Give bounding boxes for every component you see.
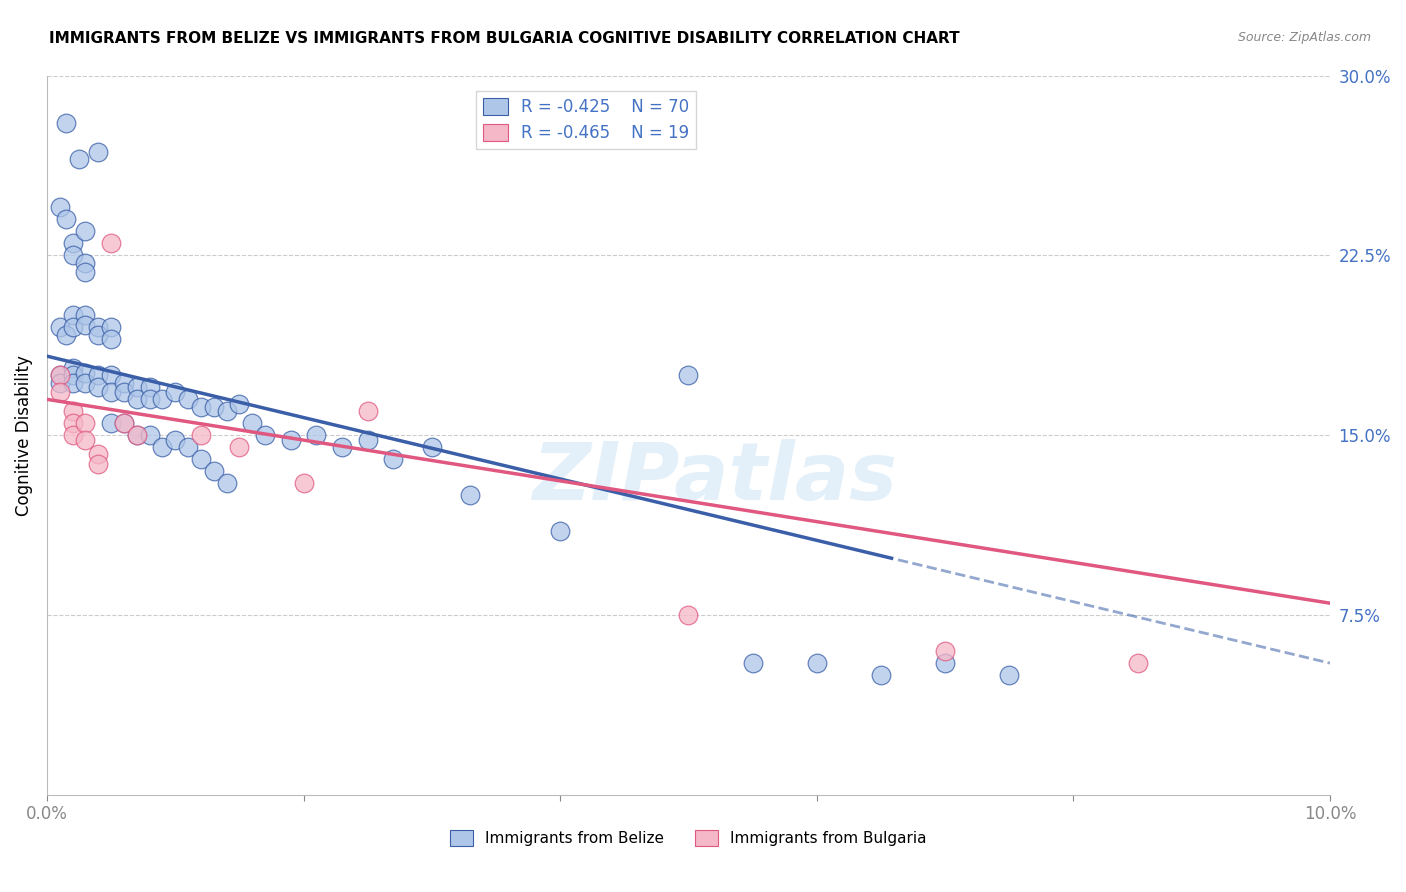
Point [62, 376, 84, 390]
Point [125, 428, 148, 442]
Point [460, 488, 482, 502]
Point [55, 327, 77, 342]
Point [190, 428, 212, 442]
Point [48, 376, 70, 390]
Point [165, 385, 187, 400]
Point [292, 476, 315, 491]
Point [62, 236, 84, 251]
Point [87, 448, 110, 462]
Point [75, 318, 97, 332]
Point [138, 428, 160, 442]
Point [87, 145, 110, 160]
Point [678, 608, 700, 623]
Point [75, 376, 97, 390]
Point [48, 368, 70, 383]
Point [150, 440, 173, 454]
Point [62, 404, 84, 418]
Point [678, 368, 700, 383]
Point [75, 309, 97, 323]
Point [100, 385, 122, 400]
Point [548, 524, 571, 539]
Point [177, 392, 200, 407]
Point [112, 385, 135, 400]
Point [62, 417, 84, 431]
Point [165, 433, 187, 447]
Point [305, 428, 328, 442]
Point [138, 380, 160, 394]
Point [934, 644, 956, 658]
Point [87, 320, 110, 334]
Point [138, 392, 160, 407]
Point [112, 417, 135, 431]
Point [190, 452, 212, 467]
Point [125, 380, 148, 394]
Point [87, 380, 110, 394]
Point [55, 116, 77, 130]
Point [202, 464, 225, 478]
Point [87, 327, 110, 342]
Point [806, 656, 828, 670]
Y-axis label: Cognitive Disability: Cognitive Disability [15, 355, 32, 516]
Point [741, 656, 763, 670]
Point [420, 440, 443, 454]
Point [48, 385, 70, 400]
Point [202, 400, 225, 414]
Point [62, 248, 84, 262]
Point [100, 320, 122, 334]
Point [228, 397, 250, 411]
Point [100, 368, 122, 383]
Point [62, 361, 84, 376]
Point [62, 320, 84, 334]
Point [67, 153, 90, 167]
Legend: R = -0.425    N = 70, R = -0.465    N = 19: R = -0.425 N = 70, R = -0.465 N = 19 [475, 91, 696, 149]
Point [87, 457, 110, 471]
Point [150, 392, 173, 407]
Point [190, 400, 212, 414]
Point [215, 404, 238, 418]
Point [1126, 656, 1149, 670]
Text: Source: ZipAtlas.com: Source: ZipAtlas.com [1237, 31, 1371, 45]
Point [177, 440, 200, 454]
Point [934, 656, 956, 670]
Point [48, 320, 70, 334]
Text: IMMIGRANTS FROM BELIZE VS IMMIGRANTS FROM BULGARIA COGNITIVE DISABILITY CORRELAT: IMMIGRANTS FROM BELIZE VS IMMIGRANTS FRO… [49, 31, 960, 46]
Point [100, 236, 122, 251]
Point [48, 201, 70, 215]
Point [100, 332, 122, 346]
Point [253, 428, 276, 442]
Point [357, 433, 380, 447]
Point [870, 668, 893, 682]
Point [75, 224, 97, 238]
Point [75, 366, 97, 380]
Point [228, 440, 250, 454]
Point [125, 428, 148, 442]
Point [112, 376, 135, 390]
Point [62, 309, 84, 323]
Point [55, 212, 77, 227]
Point [998, 668, 1021, 682]
Point [330, 440, 353, 454]
Point [75, 433, 97, 447]
Point [75, 417, 97, 431]
Point [62, 428, 84, 442]
Point [125, 392, 148, 407]
Point [75, 265, 97, 279]
Point [87, 368, 110, 383]
Point [75, 255, 97, 269]
Text: ZIPatlas: ZIPatlas [531, 440, 897, 517]
Point [100, 417, 122, 431]
Point [62, 368, 84, 383]
Point [357, 404, 380, 418]
Point [112, 417, 135, 431]
Point [240, 417, 263, 431]
Point [215, 476, 238, 491]
Point [382, 452, 405, 467]
Point [48, 368, 70, 383]
Point [280, 433, 302, 447]
